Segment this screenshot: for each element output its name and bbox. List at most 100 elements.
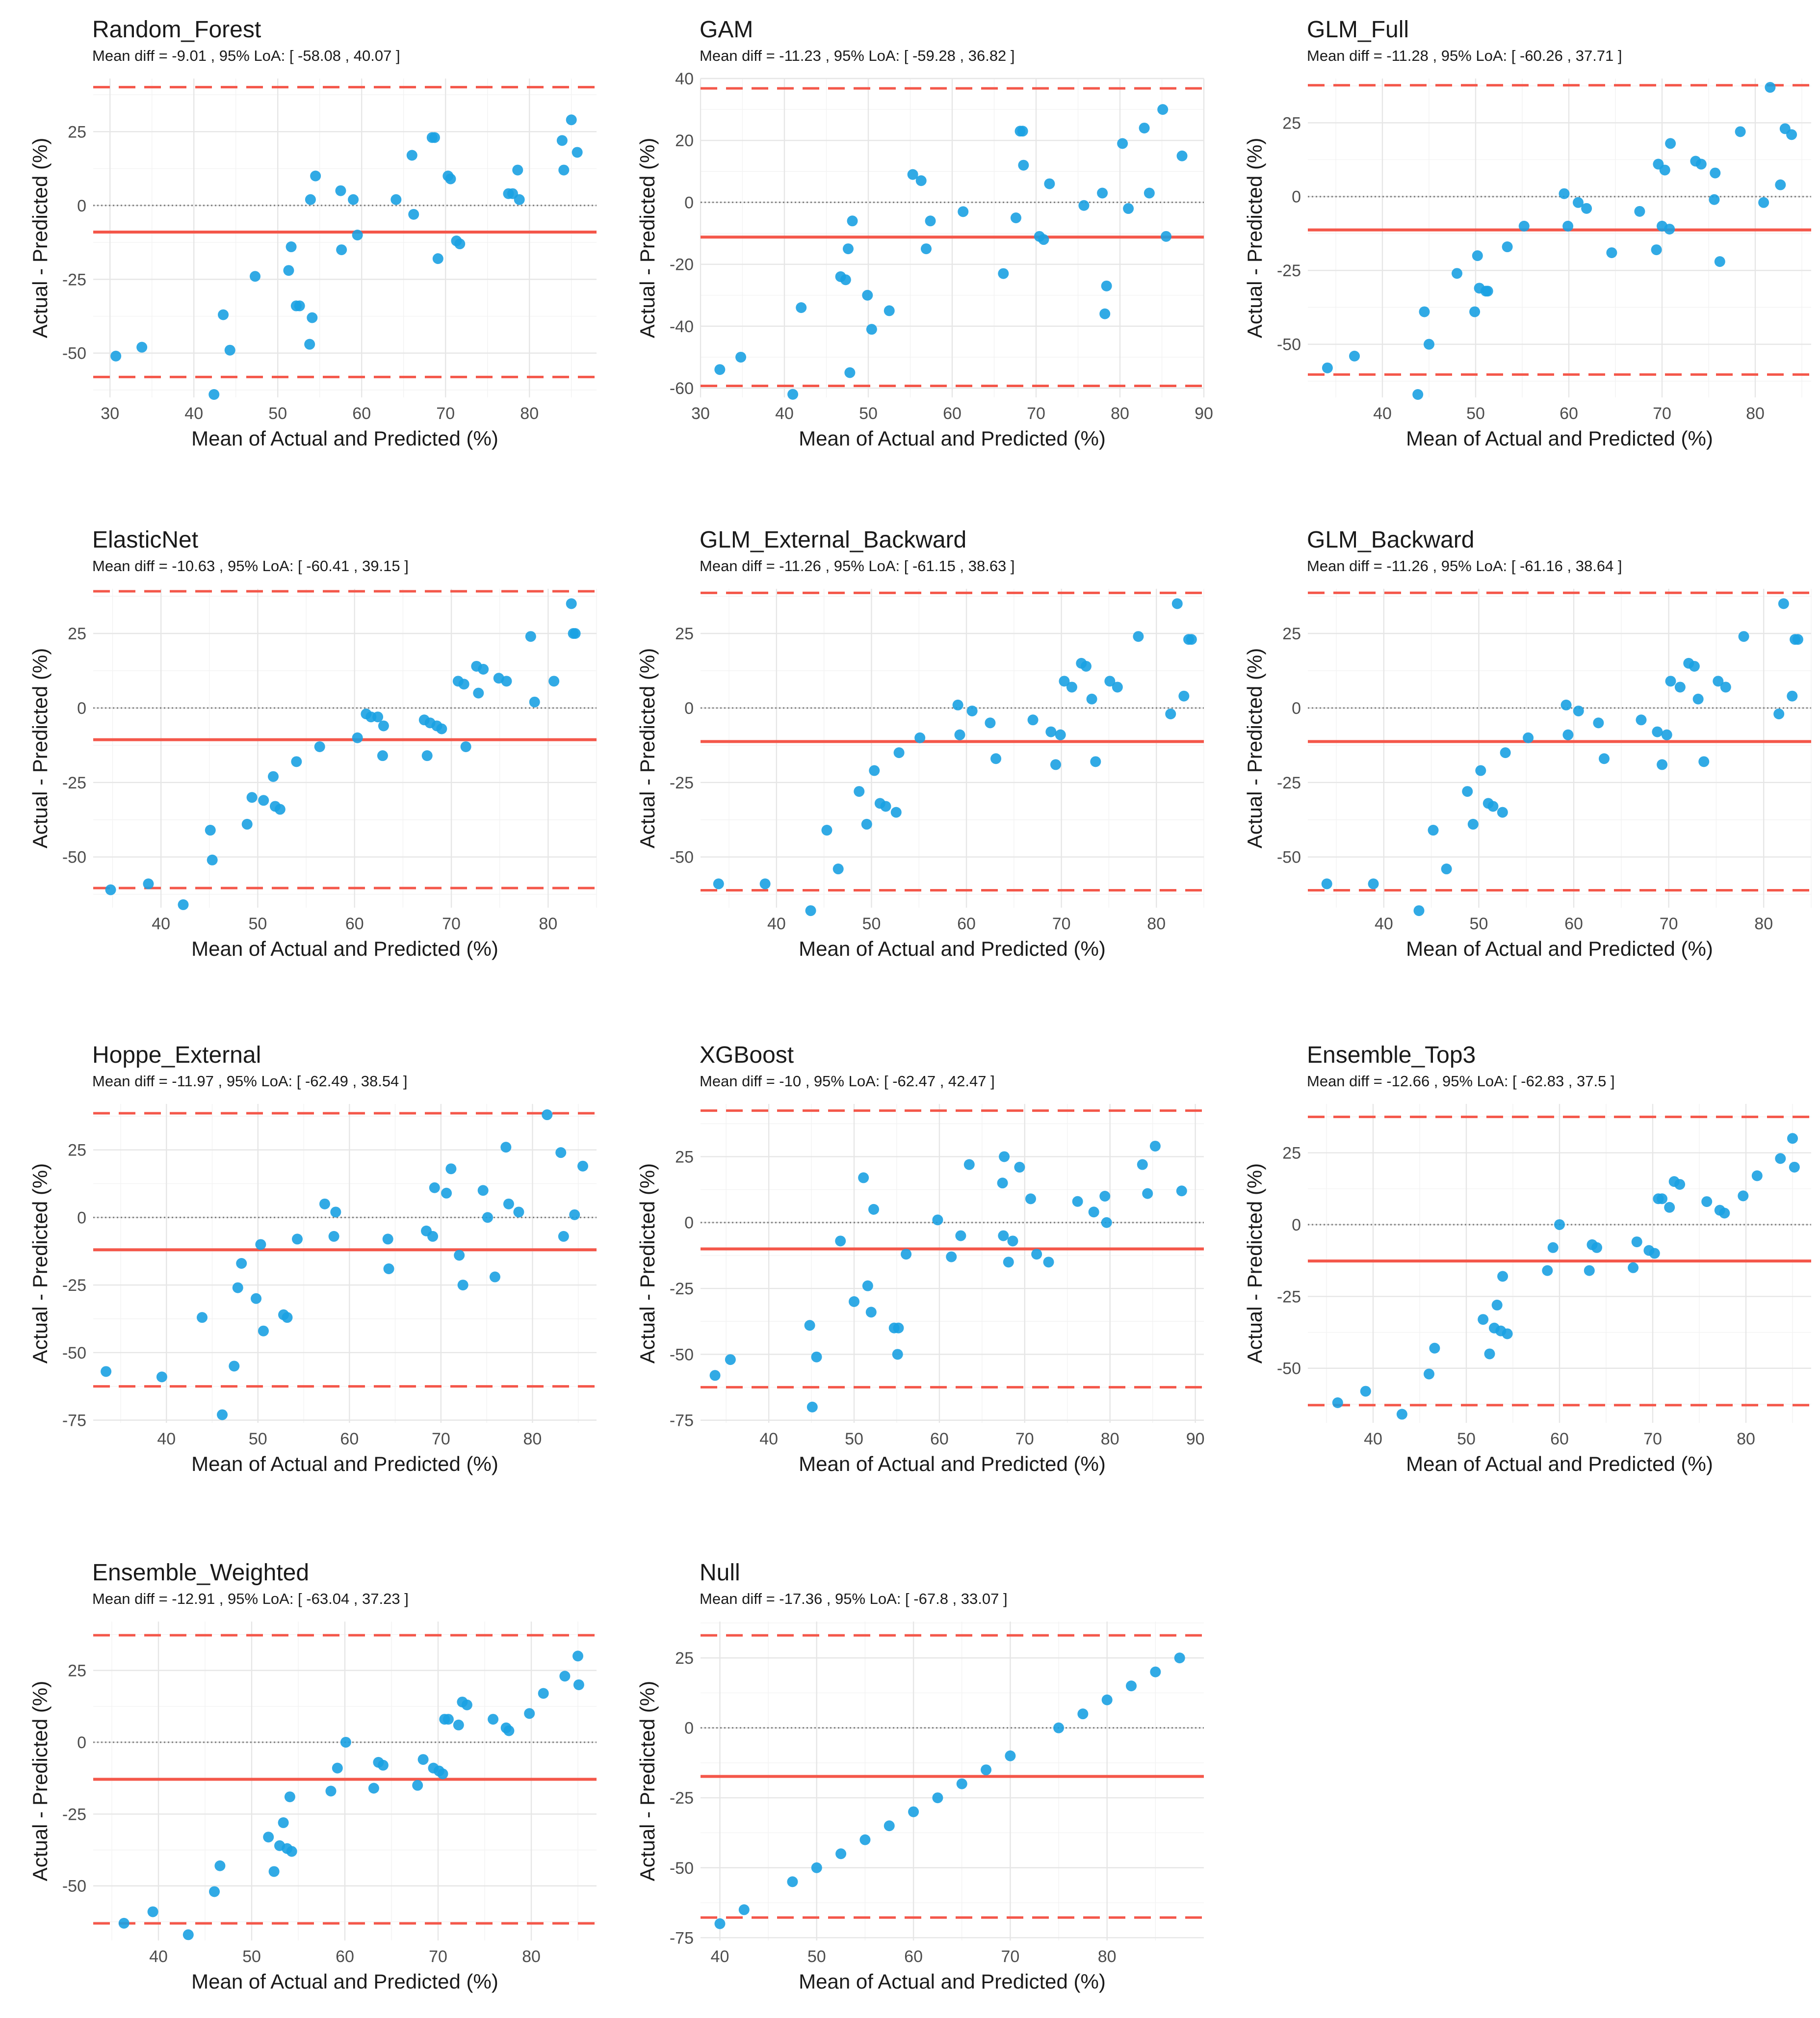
data-point xyxy=(291,1233,303,1245)
data-point xyxy=(268,1866,280,1877)
data-point xyxy=(429,1182,440,1193)
y-tick-label: -25 xyxy=(1277,1287,1301,1306)
panel-title: GAM xyxy=(700,17,753,43)
data-point xyxy=(214,1860,226,1871)
data-point xyxy=(328,1231,339,1242)
panel-subtitle: Mean diff = -11.26 , 95% LoA: [ -61.16 ,… xyxy=(1307,557,1622,575)
data-point xyxy=(1751,1170,1763,1181)
panel-subtitle: Mean diff = -10.63 , 95% LoA: [ -60.41 ,… xyxy=(92,557,409,575)
data-point xyxy=(460,741,471,752)
data-point xyxy=(952,699,963,710)
data-point xyxy=(890,807,902,818)
data-point xyxy=(1664,223,1675,235)
y-tick-label: -50 xyxy=(1277,336,1301,354)
data-point xyxy=(884,1820,895,1832)
data-point xyxy=(1010,212,1021,223)
data-point xyxy=(1674,1179,1686,1190)
x-tick-label: 40 xyxy=(1373,404,1392,423)
data-point xyxy=(291,756,302,767)
data-point xyxy=(529,696,540,708)
data-point xyxy=(182,1929,194,1940)
x-tick-label: 90 xyxy=(1195,404,1213,423)
data-point xyxy=(847,215,858,227)
data-point xyxy=(1090,756,1101,767)
data-point xyxy=(892,1349,903,1360)
data-point xyxy=(1738,631,1749,642)
data-point xyxy=(442,1714,454,1725)
x-tick-label: 80 xyxy=(1111,404,1129,423)
y-tick-label: 0 xyxy=(1292,699,1301,718)
data-point xyxy=(1174,1652,1185,1664)
data-point xyxy=(1133,631,1144,642)
data-point xyxy=(1786,129,1797,140)
data-point xyxy=(514,194,525,205)
data-point xyxy=(1412,389,1424,400)
data-point xyxy=(849,1296,860,1307)
data-point xyxy=(998,268,1009,279)
data-point xyxy=(1636,714,1647,726)
data-point xyxy=(835,1848,847,1860)
data-point xyxy=(932,1214,943,1226)
data-point xyxy=(1497,807,1508,818)
data-point xyxy=(915,175,927,186)
y-tick-label: -25 xyxy=(1277,262,1301,280)
data-point xyxy=(1126,1680,1137,1692)
x-tick-label: 60 xyxy=(904,1947,923,1966)
data-point xyxy=(147,1906,158,1917)
y-tick-label: 25 xyxy=(1282,1144,1301,1163)
data-point xyxy=(336,244,347,256)
x-tick-label: 50 xyxy=(859,404,878,423)
data-point xyxy=(454,238,466,250)
data-point xyxy=(861,818,872,830)
data-point xyxy=(880,801,891,812)
data-point xyxy=(1559,188,1570,199)
data-point xyxy=(1472,250,1483,262)
data-point xyxy=(1171,598,1183,609)
data-point xyxy=(1665,138,1676,149)
data-point xyxy=(217,1409,228,1420)
y-tick-label: -25 xyxy=(62,774,86,792)
y-tick-label: 0 xyxy=(684,1719,694,1738)
x-tick-label: 50 xyxy=(807,1947,826,1966)
y-tick-label: -50 xyxy=(62,1344,86,1363)
data-point xyxy=(1713,676,1724,687)
data-point xyxy=(1424,1368,1434,1380)
data-point xyxy=(1657,1193,1667,1205)
data-point xyxy=(1104,676,1116,687)
data-point xyxy=(832,864,844,875)
chart-panel: 40 50 60 70 80 -50 -25 0 25 GLM_Full Mean diff = -… xyxy=(1243,17,1811,450)
data-point xyxy=(811,1862,822,1873)
chart-panel: 40 50 60 70 80 -50 -25 0 25 Ensemble_Weighted Mean… xyxy=(28,1560,597,1993)
data-point xyxy=(232,1282,243,1293)
data-point xyxy=(559,1671,571,1682)
data-point xyxy=(954,729,965,740)
data-point xyxy=(1055,729,1066,740)
x-axis-title: Mean of Actual and Predicted (%) xyxy=(191,1452,498,1475)
data-point xyxy=(558,1231,569,1242)
data-point xyxy=(1500,747,1511,759)
data-point xyxy=(1045,726,1057,737)
data-point xyxy=(811,1351,822,1363)
data-point xyxy=(1475,765,1486,776)
data-point xyxy=(1112,681,1123,693)
data-point xyxy=(284,1791,295,1803)
y-tick-label: 0 xyxy=(1292,1216,1301,1234)
data-point xyxy=(251,1293,262,1304)
data-point xyxy=(1078,200,1090,211)
data-point xyxy=(714,1918,726,1929)
data-point xyxy=(1419,306,1430,317)
data-point xyxy=(1017,126,1028,137)
x-tick-label: 40 xyxy=(711,1947,729,1966)
data-point xyxy=(1139,122,1150,133)
data-point xyxy=(1591,1242,1602,1253)
y-tick-label: 25 xyxy=(675,1649,694,1668)
data-point xyxy=(524,1708,535,1719)
data-point xyxy=(1097,187,1108,199)
panel-title: Hoppe_External xyxy=(92,1042,261,1068)
y-tick-label: -50 xyxy=(670,1345,694,1364)
data-point xyxy=(1165,708,1176,720)
x-tick-label: 80 xyxy=(1098,1947,1117,1966)
data-point xyxy=(1584,1265,1595,1276)
data-point xyxy=(577,1160,589,1172)
panel-subtitle: Mean diff = -12.66 , 95% LoA: [ -62.83 ,… xyxy=(1307,1073,1615,1090)
